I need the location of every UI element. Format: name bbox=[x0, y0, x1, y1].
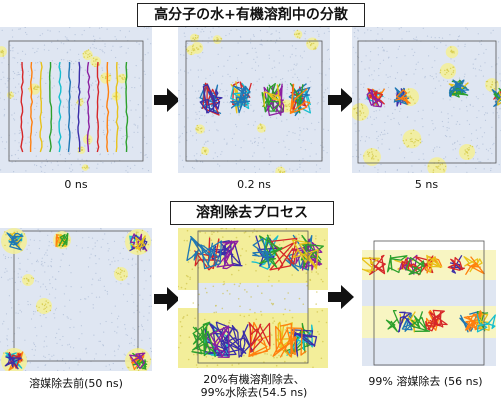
caption-99-removal: 99% 溶媒除去 (56 ns) bbox=[368, 375, 483, 388]
snapshot-5ns bbox=[352, 27, 501, 173]
snapshot-99-removal bbox=[362, 238, 496, 368]
caption-0ns: 0 ns bbox=[64, 178, 88, 191]
title-solvent-removal: 溶剤除去プロセス bbox=[170, 201, 334, 225]
snapshot-before-removal bbox=[0, 228, 152, 371]
caption-partial-removal-line2: 99%水除去(54.5 ns) bbox=[200, 386, 308, 399]
snapshot-0-2ns bbox=[178, 27, 330, 173]
caption-5ns: 5 ns bbox=[414, 178, 439, 191]
title-polymer-dispersion: 高分子の水+有機溶剤中の分散 bbox=[137, 3, 365, 27]
right-arrow-icon bbox=[326, 283, 356, 311]
right-arrow-icon bbox=[152, 86, 182, 114]
snapshot-partial-removal bbox=[178, 228, 328, 368]
caption-0-2ns: 0.2 ns bbox=[237, 178, 271, 191]
right-arrow-icon bbox=[326, 86, 356, 114]
snapshot-0ns bbox=[0, 27, 152, 173]
caption-before-removal: 溶媒除去前(50 ns) bbox=[29, 377, 123, 390]
caption-partial-removal-line1: 20%有機溶剤除去、 bbox=[203, 373, 305, 386]
right-arrow-icon bbox=[152, 285, 182, 313]
